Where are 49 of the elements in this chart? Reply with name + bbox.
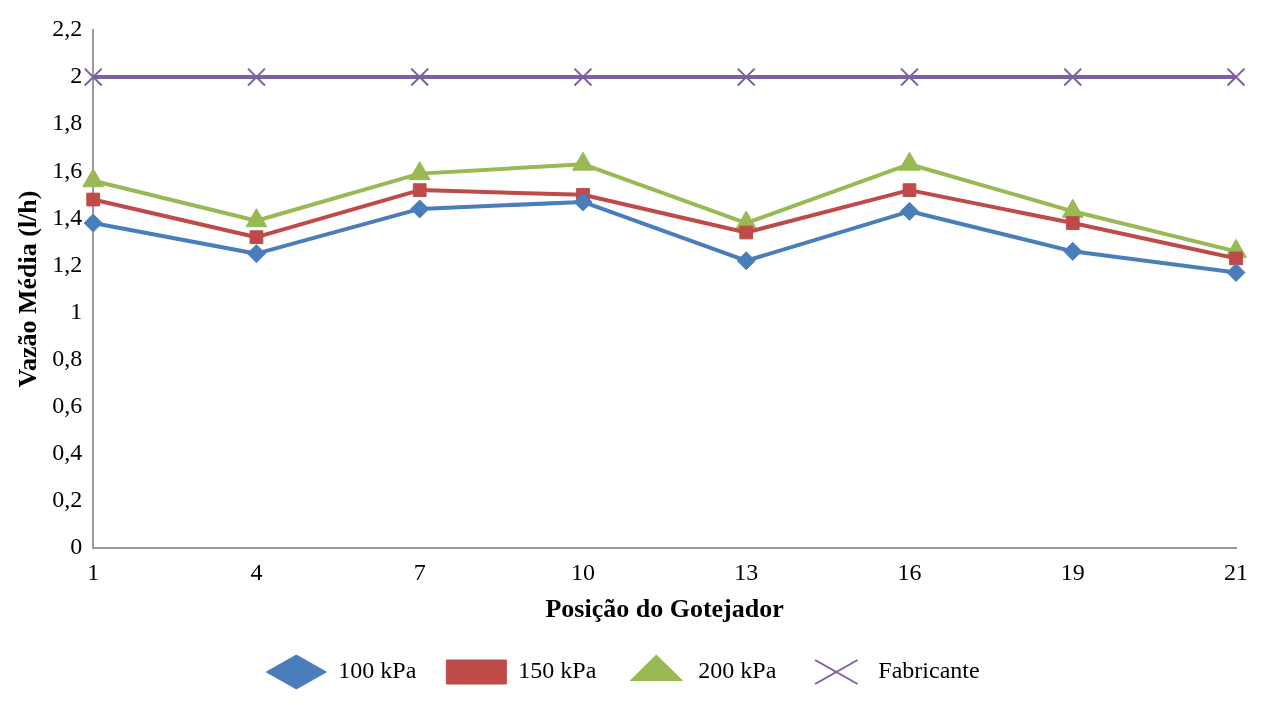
x-tick-label: 16 — [897, 558, 922, 585]
point — [249, 230, 264, 245]
point — [739, 225, 754, 240]
point — [246, 67, 266, 87]
point — [410, 199, 430, 219]
y-tick-label: 1,4 — [52, 203, 83, 230]
x-tick-label: 4 — [250, 558, 263, 585]
x-tick-label: 10 — [570, 558, 595, 585]
y-tick-label: 0,2 — [52, 486, 83, 513]
point — [573, 67, 593, 87]
point — [1063, 67, 1083, 87]
point — [1226, 263, 1246, 283]
y-tick-label: 1,6 — [52, 156, 83, 183]
point — [1065, 216, 1080, 230]
y-tick-label: 1 — [70, 297, 83, 324]
x-tick-label: 21 — [1224, 558, 1248, 585]
point — [410, 67, 430, 87]
point — [86, 192, 101, 207]
y-tick-label: 2,2 — [52, 15, 83, 42]
point — [246, 244, 266, 264]
legend-label: 100 kPa — [338, 657, 417, 684]
point — [1063, 241, 1083, 261]
point — [83, 67, 103, 87]
point — [736, 251, 756, 271]
legend-label: Fabricante — [878, 657, 980, 684]
point — [1226, 67, 1246, 87]
x-tick-label: 1 — [87, 558, 100, 585]
y-tick-label: 1,8 — [52, 109, 83, 136]
y-tick-label: 2 — [70, 62, 83, 89]
y-tick-label: 0,4 — [52, 439, 83, 466]
x-tick-label: 7 — [413, 558, 426, 585]
point — [902, 183, 917, 197]
x-tick-label: 13 — [734, 558, 759, 585]
y-axis-title: Vazão Média (l/h) — [13, 190, 43, 388]
point — [899, 201, 919, 221]
point — [900, 67, 919, 87]
point — [573, 192, 593, 212]
y-tick-label: 0,6 — [52, 392, 83, 419]
point — [736, 67, 756, 87]
point — [1229, 251, 1243, 266]
x-tick-label: 19 — [1060, 558, 1085, 585]
y-tick-label: 0,8 — [52, 344, 83, 371]
y-tick-label: 1,2 — [52, 250, 83, 277]
y-tick-label: 0 — [70, 533, 83, 560]
x-axis-title: Posição do Gotejador — [545, 594, 784, 624]
point — [412, 183, 427, 197]
point — [83, 213, 103, 233]
legend-label: 200 kPa — [698, 657, 777, 684]
legend-label: 150 kPa — [518, 657, 597, 684]
